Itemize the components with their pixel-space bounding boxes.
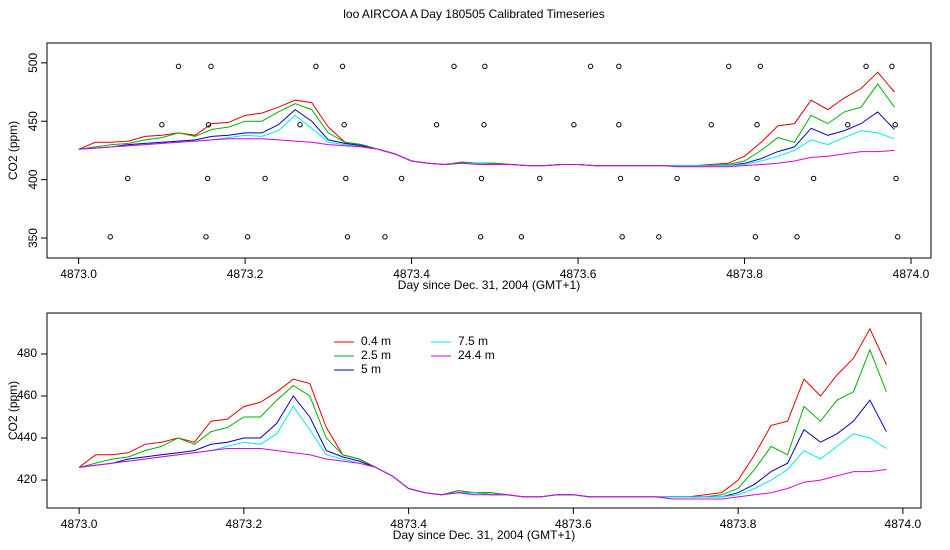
data-point (107, 234, 113, 240)
data-point (451, 63, 457, 70)
data-point (481, 122, 487, 128)
y-tick-label: 460 (17, 388, 37, 402)
x-tick-label: 4873.8 (726, 267, 763, 281)
series-line (78, 138, 895, 168)
data-point (313, 63, 319, 70)
data-point (477, 234, 484, 240)
plot-frame (46, 312, 922, 509)
data-point (518, 234, 525, 240)
data-point (125, 175, 131, 182)
series-line (79, 395, 887, 498)
data-point (656, 234, 662, 240)
data-point (344, 234, 351, 240)
data-point (674, 175, 680, 182)
series-line (78, 108, 895, 167)
data-point (617, 175, 624, 182)
x-tick-label: 4873.8 (720, 517, 757, 531)
data-point (343, 175, 349, 182)
data-point (895, 234, 901, 240)
x-tick-label: 4874.0 (893, 267, 930, 281)
data-point (482, 63, 488, 70)
x-tick-label: 4873.4 (393, 267, 430, 281)
data-point (757, 63, 764, 70)
x-tick-label: 4874.0 (885, 517, 922, 531)
chart-title: loo AIRCOA A Day 180505 Calibrated Times… (343, 7, 604, 21)
data-point (794, 234, 800, 240)
data-point (892, 122, 898, 128)
y-tick-label: 440 (17, 430, 37, 444)
x-tick-label: 4873.2 (227, 267, 264, 281)
data-point (159, 122, 165, 128)
data-point (433, 122, 440, 128)
data-point (382, 234, 388, 240)
data-point (616, 122, 622, 128)
data-point (752, 234, 759, 240)
legend-label: 0.4 m (361, 334, 391, 348)
legend-label: 2.5 m (361, 348, 391, 362)
data-point (810, 175, 817, 182)
x-tick-label: 4873.6 (555, 517, 592, 531)
series-line (79, 448, 887, 500)
data-point (297, 122, 303, 128)
series-line (78, 348, 887, 498)
data-point (341, 122, 347, 128)
data-point (726, 63, 732, 70)
plot-frame (46, 42, 932, 259)
x-tick-label: 4873.6 (560, 267, 597, 281)
data-point (175, 63, 182, 70)
data-point (205, 122, 212, 128)
y-axis-label: CO2 (ppm) (6, 381, 20, 440)
x-tick-label: 4873.0 (61, 517, 98, 531)
data-point (708, 122, 714, 128)
data-point (587, 63, 594, 70)
legend-label: 5 m (361, 362, 381, 376)
series-line (78, 83, 895, 167)
data-point (262, 175, 268, 182)
data-point (203, 234, 209, 240)
data-point (208, 63, 214, 70)
data-point (204, 175, 211, 182)
data-point (571, 122, 577, 128)
data-point (863, 63, 869, 70)
x-tick-label: 4873.2 (226, 517, 263, 531)
data-point (244, 234, 251, 240)
series-line (78, 71, 895, 167)
data-point (537, 175, 543, 182)
data-point (478, 175, 485, 182)
y-tick-label: 350 (26, 228, 40, 248)
x-axis-label: Day since Dec. 31, 2004 (GMT+1) (393, 528, 575, 542)
y-tick-label: 420 (17, 472, 37, 486)
y-tick-label: 480 (17, 346, 37, 360)
data-point (619, 234, 625, 240)
x-axis-label: Day since Dec. 31, 2004 (GMT+1) (398, 278, 580, 292)
data-point (616, 63, 622, 70)
legend-label: 7.5 m (458, 334, 488, 348)
data-point (845, 122, 851, 128)
data-point (889, 63, 895, 70)
data-point (398, 175, 405, 182)
y-tick-label: 500 (26, 53, 40, 73)
data-point (893, 175, 899, 182)
y-tick-label: 400 (26, 169, 40, 189)
y-axis-label: CO2 (ppm) (6, 121, 20, 180)
x-tick-label: 4873.0 (60, 267, 97, 281)
data-point (339, 63, 346, 70)
data-point (754, 122, 760, 128)
x-tick-label: 4873.4 (390, 517, 427, 531)
legend-label: 24.4 m (458, 348, 495, 362)
data-point (754, 175, 760, 182)
y-tick-label: 450 (26, 111, 40, 131)
